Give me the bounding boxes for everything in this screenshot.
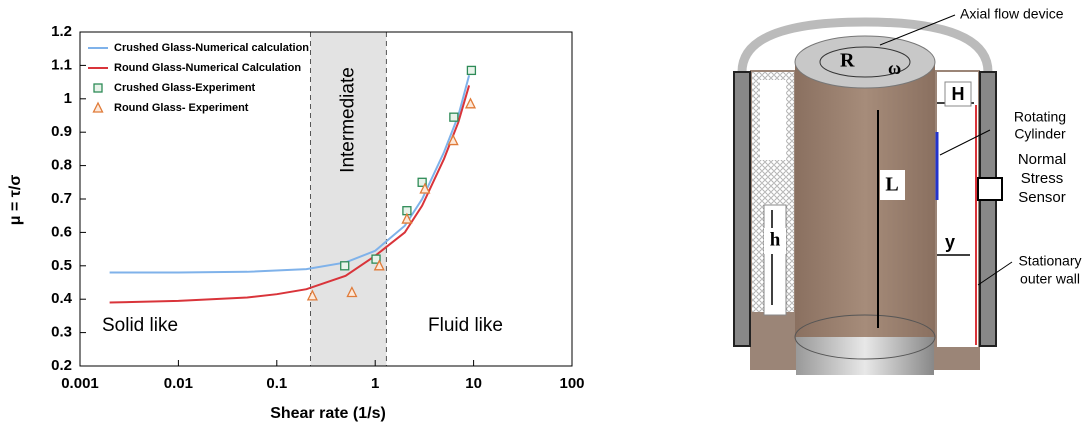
label: Normal xyxy=(1018,151,1066,168)
x-tick-label: 100 xyxy=(559,375,584,392)
leader xyxy=(879,14,956,46)
marker xyxy=(417,177,427,187)
label: R xyxy=(840,50,855,72)
marker xyxy=(466,65,477,76)
series-line xyxy=(109,75,471,274)
x-tick-label: 10 xyxy=(465,375,482,392)
sample-box xyxy=(763,204,787,316)
label-box xyxy=(764,228,786,254)
y-tick-label: 0.7 xyxy=(51,190,72,207)
outer-wall-right xyxy=(979,71,997,347)
label: outer wall xyxy=(1020,271,1080,287)
label: h xyxy=(770,229,781,250)
label: Axial flow device xyxy=(960,6,1064,22)
marker xyxy=(373,259,385,271)
label: y xyxy=(945,232,955,252)
y-tick-label: 0.6 xyxy=(51,223,72,240)
label: L xyxy=(885,174,898,196)
leader xyxy=(939,129,991,156)
diagram: Axial flow device R ω H L h y Rotating C… xyxy=(733,6,1082,375)
marker xyxy=(401,212,413,224)
marker xyxy=(419,182,431,194)
y-tick-label: 0.3 xyxy=(51,324,72,341)
legend-swatch xyxy=(93,83,103,93)
gap-right xyxy=(937,72,978,347)
y-tick-label: 0.2 xyxy=(51,357,72,374)
x-tick-label: 0.01 xyxy=(164,375,193,392)
label: Rotating xyxy=(1014,109,1066,125)
annotation: Solid like xyxy=(102,315,178,336)
base xyxy=(796,330,934,375)
legend-label: Crushed Glass-Experiment xyxy=(114,82,256,94)
y-tick-label: 1 xyxy=(64,90,72,107)
marker xyxy=(464,97,477,109)
legend-label: Round Glass-Numerical Calculation xyxy=(114,62,301,74)
label: Stress xyxy=(1021,170,1064,187)
cylinder-top xyxy=(794,35,936,89)
legend-label: Round Glass- Experiment xyxy=(114,102,249,114)
sensor xyxy=(977,177,1003,201)
marker xyxy=(340,261,350,271)
y-axis-label: μ = τ/σ xyxy=(7,175,24,226)
label: ω xyxy=(888,58,901,78)
chart: Shear rate (1/s) μ = τ/σ Solid like Flui… xyxy=(7,23,584,422)
legend-label: Crushed Glass-Numerical calculation xyxy=(114,42,309,54)
label-box xyxy=(880,170,905,200)
y-tick-label: 0.5 xyxy=(51,257,72,274)
marker xyxy=(346,286,358,298)
gap-left-clear xyxy=(760,80,786,160)
marker xyxy=(449,112,459,122)
y-tick-label: 1.1 xyxy=(51,56,72,73)
y-tick-label: 0.4 xyxy=(51,290,73,307)
marker xyxy=(371,254,381,264)
region-label: Intermediate xyxy=(337,67,358,173)
y-tick-label: 0.9 xyxy=(51,123,72,140)
y-tick-label: 1.2 xyxy=(51,23,72,40)
x-tick-label: 1 xyxy=(371,375,379,392)
x-tick-label: 0.1 xyxy=(266,375,287,392)
x-tick-label: 0.001 xyxy=(61,375,99,392)
outer-wall-left xyxy=(733,71,751,347)
label: Stationary xyxy=(1018,253,1081,269)
label-box xyxy=(944,81,972,107)
cylinder xyxy=(795,62,935,337)
marker xyxy=(306,289,318,301)
series-line xyxy=(109,85,471,304)
flow-arc xyxy=(737,17,993,73)
rotation xyxy=(819,46,911,78)
label: Sensor xyxy=(1018,189,1066,206)
annotation: Fluid like xyxy=(428,315,503,336)
label: Cylinder xyxy=(1014,126,1066,142)
x-axis-label: Shear rate (1/s) xyxy=(270,405,386,422)
cylinder-bottom xyxy=(794,314,936,360)
label: H xyxy=(952,84,965,104)
leader xyxy=(977,261,1013,286)
legend-swatch xyxy=(92,101,104,113)
marker xyxy=(447,134,459,146)
shaded-region xyxy=(310,32,387,366)
y-tick-label: 0.8 xyxy=(51,157,72,174)
